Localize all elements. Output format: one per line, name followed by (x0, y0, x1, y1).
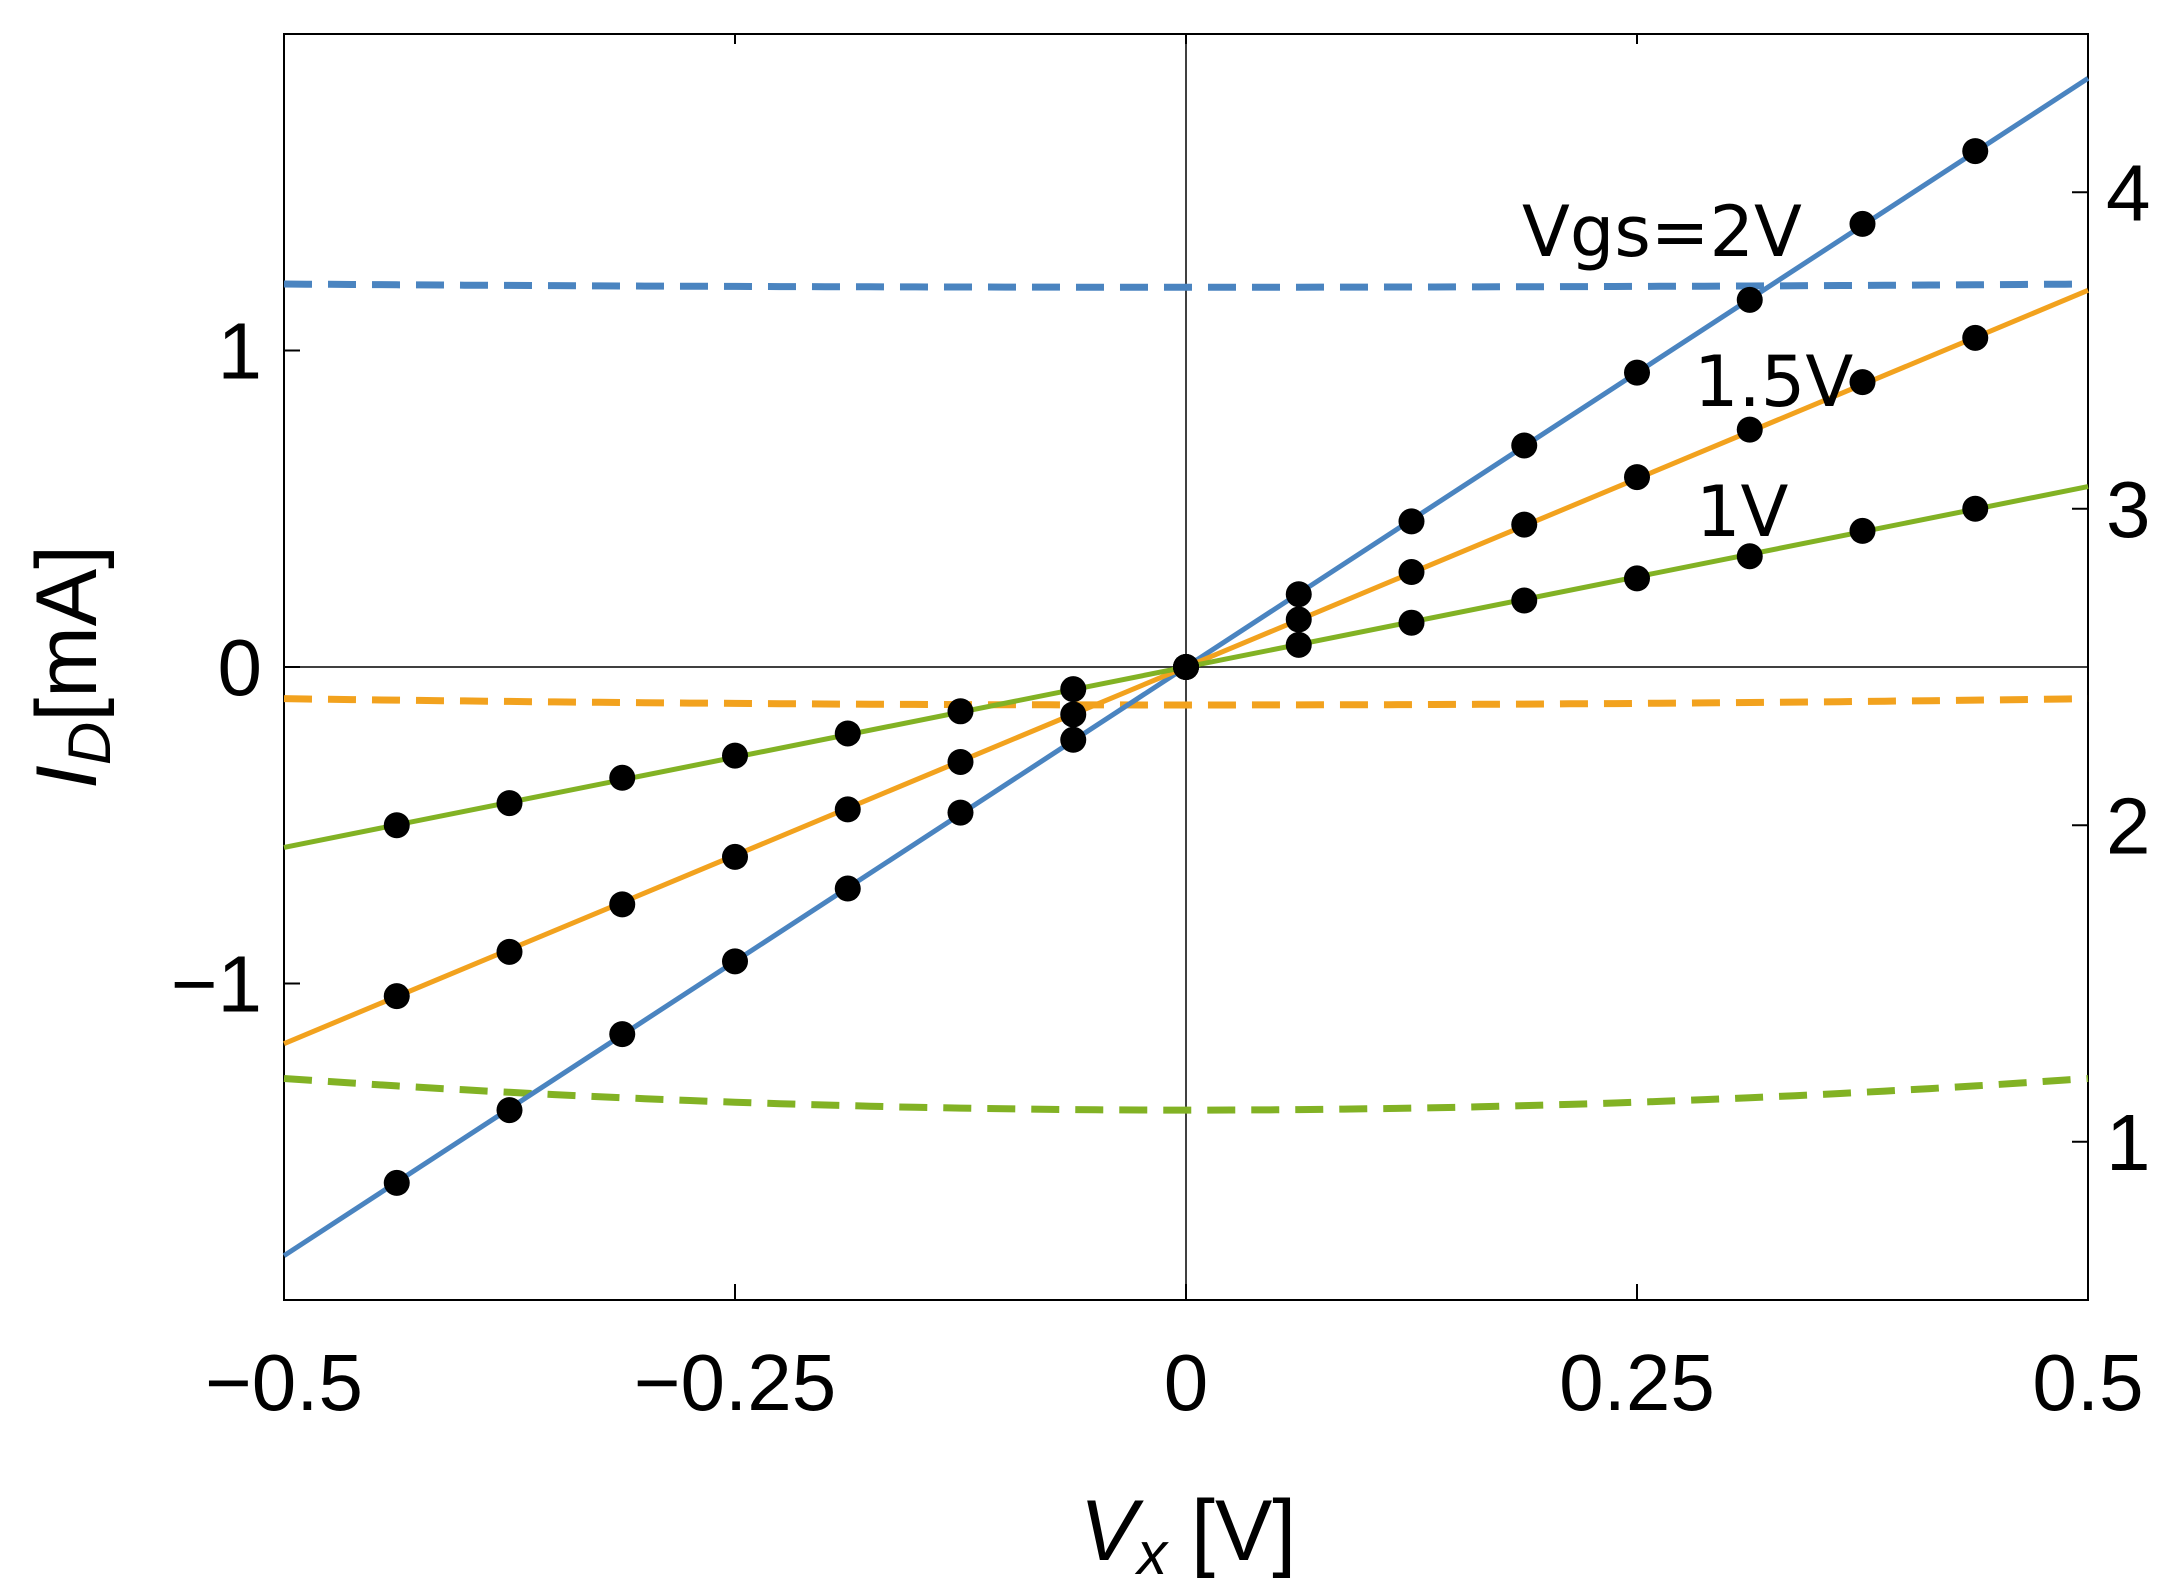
data-point (496, 938, 523, 965)
y-tick-label: 1 (218, 307, 263, 396)
data-point (1398, 559, 1425, 586)
y-tick-label: 0 (218, 623, 263, 712)
dashed-curve (283, 695, 2089, 709)
data-point (1962, 495, 1989, 522)
data-point (1511, 587, 1538, 614)
data-point (1060, 676, 1087, 703)
x-tick-label: 0 (1164, 1338, 1209, 1427)
data-point (834, 720, 861, 747)
label-vgs-2v: Vgs=2V (1522, 191, 1802, 273)
x-axis-title-main: V (1080, 1483, 1145, 1579)
data-point (1511, 511, 1538, 538)
y-axis-title-unit: [mA] (19, 545, 115, 722)
data-point (1624, 464, 1650, 491)
x-tick-label: 0.25 (1559, 1338, 1715, 1427)
data-point (383, 983, 410, 1010)
data-point (383, 1169, 410, 1196)
data-point (496, 1097, 523, 1124)
dashed-curves (283, 280, 2089, 1114)
x-tick-label: −0.5 (205, 1338, 363, 1427)
data-point (496, 790, 523, 817)
data-point (1624, 565, 1650, 592)
y-axis-title-sub: D (56, 722, 123, 765)
data-point (609, 764, 636, 791)
label-1v: 1V (1696, 471, 1789, 553)
data-point (1398, 508, 1425, 535)
y-axis-title: ID[mA] (19, 545, 123, 789)
data-point (1398, 609, 1425, 636)
x-tick-label: −0.25 (634, 1338, 836, 1427)
dashed-curve (283, 280, 2089, 291)
data-point (1624, 359, 1650, 386)
right-axis-ticks: 1 2 3 4 (2072, 148, 2151, 1187)
data-point (1962, 138, 1989, 165)
data-point (722, 742, 748, 769)
data-point (947, 748, 974, 775)
data-point (1060, 701, 1087, 728)
data-point (1736, 543, 1763, 570)
y-axis-ticks: −1 0 1 (171, 307, 300, 1029)
data-point (383, 812, 410, 839)
data-point (1511, 432, 1538, 459)
x-axis-title-unit: [V] (1167, 1483, 1296, 1579)
dashed-curve (283, 1075, 2089, 1114)
x-axis-ticks: −0.5 −0.25 0 0.25 0.5 (205, 34, 2144, 1427)
data-point (1736, 416, 1763, 443)
data-point (1849, 210, 1876, 237)
data-point (834, 875, 861, 902)
data-point (609, 1021, 636, 1048)
x-axis-title-sub: x (1134, 1520, 1169, 1584)
data-point (834, 796, 861, 823)
y-tick-label: −1 (171, 940, 262, 1029)
data-point (947, 799, 974, 826)
data-point (1060, 726, 1087, 753)
right-tick-label: 4 (2106, 148, 2151, 237)
data-point (1849, 517, 1876, 544)
data-point (609, 891, 636, 918)
data-point (1285, 631, 1312, 658)
data-point (1736, 286, 1763, 313)
data-point (1285, 581, 1312, 608)
y-axis-title-main: I (19, 765, 115, 789)
label-1-5v: 1.5V (1694, 341, 1853, 423)
data-point (947, 698, 974, 725)
data-point (1285, 606, 1312, 633)
data-point (1962, 324, 1989, 351)
data-point (722, 843, 748, 870)
data-point (1173, 654, 1199, 680)
x-axis-title: Vx [V] (1080, 1483, 1296, 1584)
right-tick-label: 2 (2106, 781, 2151, 870)
data-point (722, 948, 748, 975)
right-tick-label: 1 (2106, 1098, 2151, 1187)
data-markers (383, 138, 1989, 1196)
data-point (1849, 369, 1876, 396)
right-tick-label: 3 (2106, 465, 2151, 554)
x-tick-label: 0.5 (2032, 1338, 2143, 1427)
